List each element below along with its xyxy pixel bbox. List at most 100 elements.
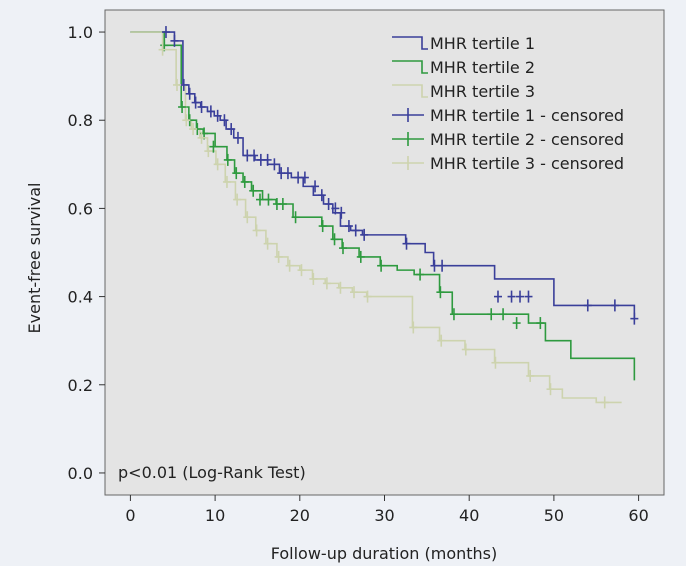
censor-mark-tertile-1 <box>256 153 265 166</box>
legend-label: MHR tertile 2 - censored <box>430 130 624 149</box>
censor-mark-tertile-1 <box>351 224 360 237</box>
x-tick-label: 20 <box>290 506 310 525</box>
censor-mark-tertile-1 <box>630 312 639 325</box>
censor-mark-tertile-2 <box>449 308 458 321</box>
y-tick-label: 0.2 <box>68 376 93 395</box>
censor-mark-tertile-1 <box>263 153 272 166</box>
censor-mark-tertile-1 <box>337 206 346 219</box>
censor-mark-tertile-3 <box>322 277 331 290</box>
legend-label: MHR tertile 2 <box>430 58 535 77</box>
censor-mark-tertile-1 <box>610 299 619 312</box>
x-tick-label: 40 <box>459 506 479 525</box>
censor-mark-tertile-1 <box>324 198 333 210</box>
legend-label: MHR tertile 1 <box>430 34 535 53</box>
legend: MHR tertile 1 MHR tertile 2 MHR tertile 3 M… <box>392 34 624 173</box>
censor-mark-tertile-3 <box>222 175 231 188</box>
censor-mark-tertile-1 <box>191 96 200 109</box>
censor-mark-tertile-3 <box>526 369 535 382</box>
censor-mark-tertile-1 <box>233 131 242 144</box>
censor-mark-tertile-2 <box>536 317 545 330</box>
legend-swatch <box>392 84 428 98</box>
y-tick-label: 0.6 <box>68 199 93 218</box>
legend-swatch <box>392 60 428 74</box>
censor-mark-tertile-2 <box>318 220 327 233</box>
censor-mark-tertile-3 <box>274 250 283 263</box>
legend-item-tertile-1-censored: MHR tertile 1 - censored <box>392 106 624 125</box>
censor-mark-tertile-2 <box>232 167 241 180</box>
censor-mark-tertile-3 <box>600 396 609 409</box>
censor-mark-tertile-1 <box>270 158 279 171</box>
censor-mark-tertile-2 <box>512 317 521 330</box>
annotation-pvalue: p<0.01 (Log-Rank Test) <box>118 463 306 482</box>
censor-mark-tertile-1 <box>493 290 502 303</box>
censor-mark-tertile-1 <box>179 78 188 91</box>
censor-mark-tertile-1 <box>507 290 516 303</box>
censor-mark-tertile-2 <box>356 250 365 263</box>
censor-mark-tertile-1 <box>360 228 369 241</box>
censor-mark-tertile-3 <box>189 123 198 136</box>
censor-mark-tertile-2 <box>278 198 287 210</box>
censor-mark-tertile-1 <box>277 167 286 180</box>
censor-mark-tertile-3 <box>172 78 181 91</box>
censor-mark-tertile-1 <box>344 220 353 233</box>
censor-mark-tertile-2 <box>209 140 218 153</box>
plot-area <box>104 9 665 496</box>
censor-mark-tertile-1 <box>524 290 533 303</box>
y-tick-label: 1.0 <box>68 23 93 42</box>
censor-mark-tertile-1 <box>250 149 259 162</box>
censor-mark-tertile-1 <box>402 237 411 250</box>
x-tick-label: 10 <box>205 506 225 525</box>
x-tick-label: 60 <box>628 506 648 525</box>
censor-mark-tertile-3 <box>243 211 252 224</box>
x-tick-label: 0 <box>125 506 135 525</box>
censor-mark-tertile-2 <box>416 268 425 281</box>
censor-mark-tertile-3 <box>213 158 222 171</box>
censor-mark-tertile-3 <box>263 237 272 250</box>
censor-mark-tertile-2 <box>178 101 187 113</box>
legend-label: MHR tertile 1 - censored <box>430 106 624 125</box>
censor-mark-tertile-2 <box>377 259 386 272</box>
x-axis-title: Follow-up duration (months) <box>271 544 498 563</box>
censor-mark-tertile-3 <box>309 272 318 285</box>
censor-mark-tertile-1 <box>516 290 525 303</box>
censor-mark-tertile-2 <box>436 286 445 299</box>
y-axis-title: Event-free survival <box>25 183 44 334</box>
x-tick-label: 30 <box>374 506 394 525</box>
censor-mark-tertile-1 <box>213 109 222 122</box>
series-line-tertile-3 <box>130 31 622 404</box>
censor-mark-tertile-3 <box>336 281 345 294</box>
censor-mark-tertile-2 <box>249 184 258 197</box>
legend-label: MHR tertile 3 - censored <box>430 154 624 173</box>
censor-mark-tertile-3 <box>350 286 359 299</box>
censor-mark-tertile-1 <box>206 105 215 118</box>
x-tick-label: 50 <box>544 506 564 525</box>
censor-mark-tertile-2 <box>264 193 273 206</box>
censor-mark-tertile-3 <box>252 224 261 237</box>
legend-item-tertile-1: MHR tertile 1 <box>392 34 535 53</box>
censor-mark-tertile-3 <box>158 43 167 56</box>
censor-mark-tertile-3 <box>546 383 555 396</box>
censor-mark-tertile-3 <box>182 114 191 127</box>
censor-mark-tertile-1 <box>300 171 309 184</box>
censor-mark-tertile-3 <box>197 131 206 144</box>
censor-mark-tertile-3 <box>409 321 418 334</box>
y-tick-label: 0.4 <box>68 288 93 307</box>
censor-mark-tertile-2 <box>338 242 347 255</box>
censor-mark-tertile-3 <box>491 356 500 369</box>
censor-mark-tertile-1 <box>161 26 170 39</box>
censor-mark-tertile-2 <box>499 308 508 321</box>
legend-item-tertile-3: MHR tertile 3 <box>392 82 535 101</box>
censor-mark-tertile-1 <box>331 202 340 215</box>
censor-mark-tertile-3 <box>285 259 294 272</box>
censor-mark-tertile-2 <box>240 175 249 188</box>
y-tick-label: 0.8 <box>68 111 93 130</box>
censor-mark-tertile-3 <box>437 334 446 347</box>
censor-mark-tertile-1 <box>170 34 179 47</box>
censor-mark-tertile-1 <box>430 259 439 272</box>
y-tick-label: 0.0 <box>68 464 93 483</box>
censor-mark-tertile-2 <box>487 308 496 321</box>
censor-mark-tertile-1 <box>227 123 236 136</box>
censor-mark-tertile-3 <box>363 290 372 303</box>
legend-item-tertile-2: MHR tertile 2 <box>392 58 535 77</box>
